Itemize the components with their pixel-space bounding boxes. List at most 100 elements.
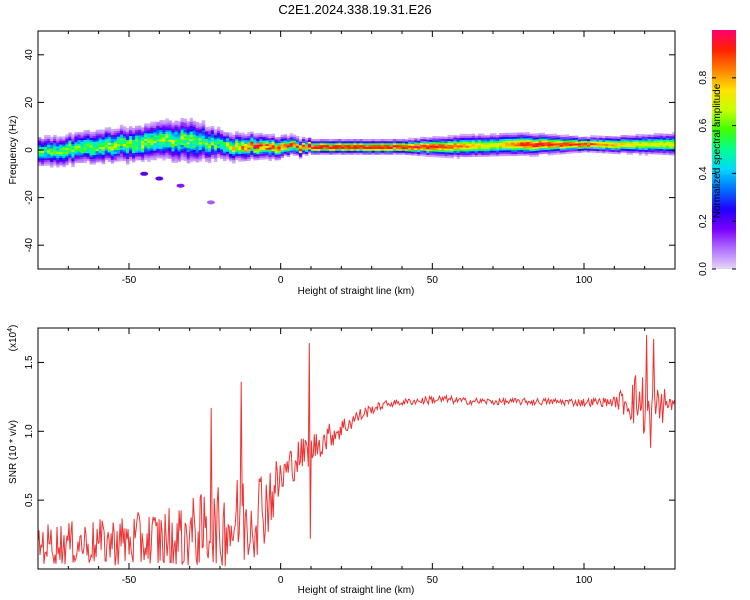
heatmap-cell [320, 142, 324, 146]
heatmap-cell [110, 153, 115, 157]
heatmap-cell [59, 155, 63, 158]
heatmap-cell [41, 146, 45, 149]
heatmap-cell [132, 152, 136, 155]
heatmap-cell [438, 147, 442, 151]
heatmap-cell [135, 140, 139, 144]
heatmap-cell [68, 155, 72, 158]
heatmap-cell [335, 148, 339, 151]
heatmap-cell [165, 133, 169, 136]
heatmap-cell [183, 124, 188, 127]
heatmap-cell [289, 144, 294, 147]
heatmap-cell [201, 156, 206, 159]
heatmap-cell [86, 143, 90, 146]
heatmap-cell [511, 146, 515, 149]
heatmap-cell [483, 141, 488, 144]
heatmap-cell [483, 142, 488, 146]
heatmap-cell [177, 157, 181, 160]
heatmap-cell [289, 135, 294, 138]
heatmap-cell [229, 147, 233, 151]
heatmap-cell [432, 145, 436, 148]
heatmap-cell [210, 139, 215, 142]
heatmap-cell [47, 142, 51, 145]
heatmap-cell [307, 143, 312, 146]
heatmap-cell [153, 129, 157, 132]
heatmap-cell [180, 137, 184, 140]
heatmap-cell [156, 125, 160, 128]
heatmap-cell [220, 141, 224, 144]
heatmap-cell [113, 132, 118, 135]
heatmap-cell [65, 153, 69, 156]
heatmap-cell [596, 139, 600, 142]
heatmap-cell [444, 136, 448, 139]
heatmap-cell [380, 150, 385, 153]
heatmap-cell [320, 139, 324, 142]
heatmap-cell [438, 145, 442, 149]
heatmap-cell [456, 154, 461, 157]
heatmap-cell [53, 148, 57, 151]
heatmap-cell [435, 147, 439, 150]
heatmap-cell [298, 150, 303, 153]
heatmap-cell [171, 126, 175, 129]
heatmap-cell [256, 157, 260, 161]
heatmap-cell [332, 140, 336, 144]
heatmap-cell [486, 144, 491, 148]
heatmap-cell [129, 126, 133, 129]
heatmap-cell [65, 147, 69, 151]
heatmap-cell [295, 143, 300, 146]
heatmap-cell [119, 132, 124, 135]
heatmap-cell [423, 144, 427, 147]
heatmap-cell [207, 139, 212, 143]
heatmap-cell [213, 155, 218, 159]
heatmap-cell [174, 128, 178, 131]
heatmap-cell [605, 139, 609, 143]
heatmap-cell [426, 152, 430, 155]
heatmap-cell [398, 146, 403, 149]
heatmap-cell [608, 149, 612, 152]
heatmap-blob [155, 176, 164, 181]
heatmap-cell [538, 138, 542, 141]
heatmap-cell [77, 155, 81, 158]
heatmap-cell [614, 151, 618, 155]
heatmap-cell [159, 142, 163, 146]
heatmap-cell [192, 128, 197, 131]
heatmap-cell [74, 141, 78, 145]
heatmap-cell [644, 140, 649, 143]
heatmap-cell [508, 144, 512, 147]
heatmap-cell [326, 148, 330, 151]
heatmap-cell [180, 135, 184, 138]
heatmap-cell [550, 145, 555, 148]
heatmap-cell [617, 142, 621, 145]
heatmap-cell [198, 151, 203, 154]
heatmap-cell [62, 144, 66, 147]
heatmap-cell [198, 130, 203, 133]
heatmap-cell [353, 142, 357, 146]
heatmap-cell [311, 148, 315, 151]
heatmap-cell [653, 148, 658, 151]
heatmap-cell [107, 138, 112, 141]
heatmap-cell [50, 165, 54, 168]
heatmap-cell [147, 131, 151, 134]
heatmap-cell [499, 150, 503, 153]
heatmap-cell [587, 148, 591, 151]
heatmap-cell [141, 153, 145, 157]
heatmap-cell [453, 152, 457, 155]
heatmap-cell [465, 145, 470, 148]
heatmap-cell [74, 136, 78, 139]
heatmap-cell [580, 136, 585, 140]
heatmap-cell [141, 159, 145, 162]
heatmap-cell [50, 157, 54, 161]
heatmap-cell [505, 148, 509, 151]
heatmap-cell [635, 135, 639, 139]
heatmap-cell [113, 136, 118, 139]
heatmap-cell [280, 144, 285, 147]
heatmap-cell [265, 153, 269, 156]
heatmap-cell [71, 159, 75, 162]
heatmap-cell [180, 154, 184, 157]
heatmap-cell [92, 162, 97, 165]
heatmap-cell [71, 143, 75, 147]
heatmap-cell [41, 138, 45, 142]
heatmap-cell [271, 141, 275, 144]
heatmap-cell [83, 135, 87, 139]
heatmap-cell [365, 146, 370, 149]
heatmap-cell [122, 147, 127, 150]
